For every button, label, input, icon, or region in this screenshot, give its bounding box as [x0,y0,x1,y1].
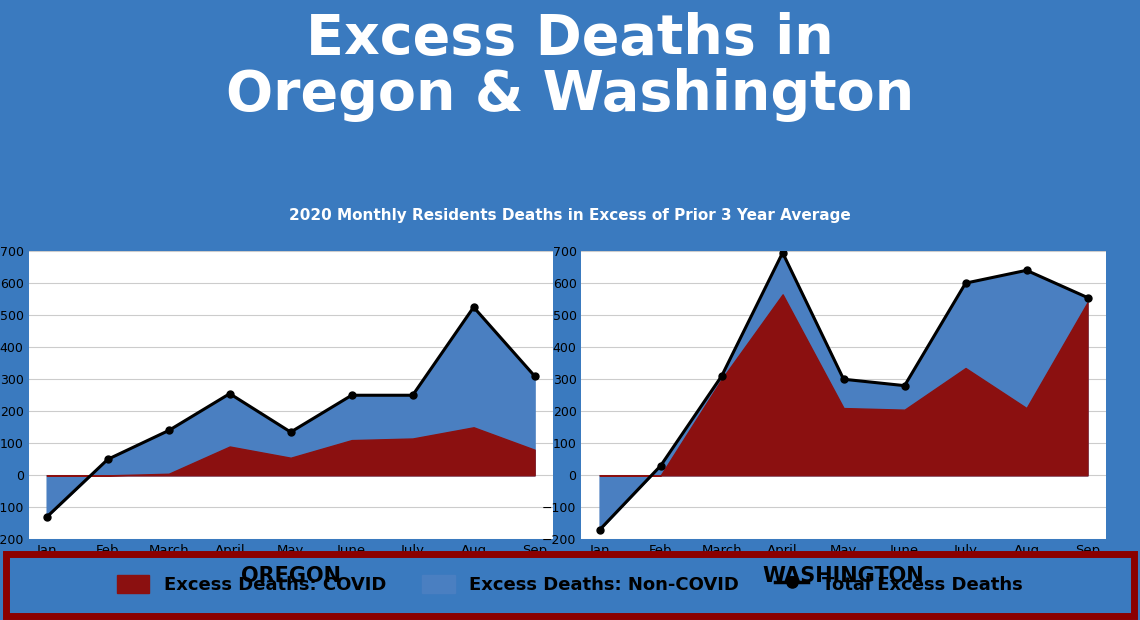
Text: Excess Deaths in
Oregon & Washington: Excess Deaths in Oregon & Washington [226,12,914,123]
Legend: Excess Deaths: COVID, Excess Deaths: Non-COVID, Total Excess Deaths: Excess Deaths: COVID, Excess Deaths: Non… [109,567,1031,601]
Bar [6,554,1134,616]
X-axis label: WASHINGTON: WASHINGTON [763,565,925,586]
Text: 2020 Monthly Residents Deaths in Excess of Prior 3 Year Average: 2020 Monthly Residents Deaths in Excess … [290,208,850,223]
X-axis label: OREGON: OREGON [241,565,341,586]
